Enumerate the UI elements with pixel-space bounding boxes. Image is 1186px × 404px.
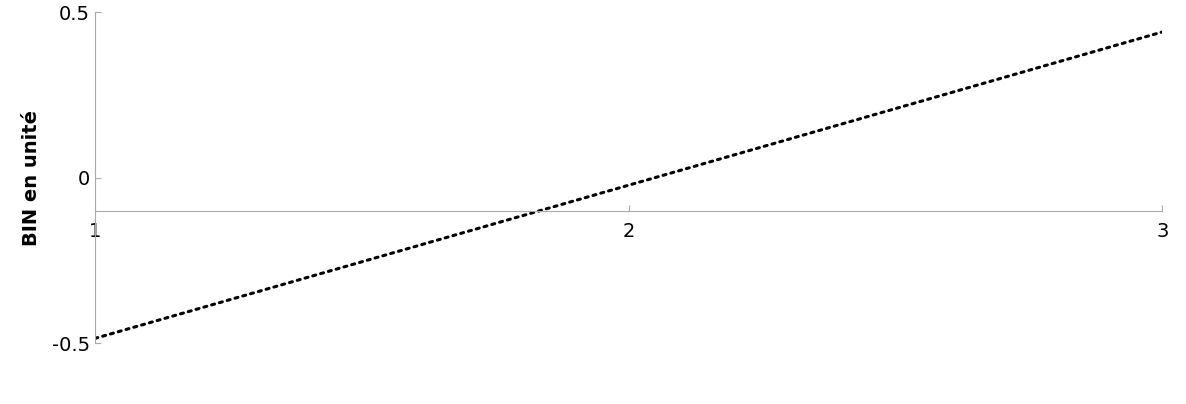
Y-axis label: BIN en unité: BIN en unité [21,110,40,246]
